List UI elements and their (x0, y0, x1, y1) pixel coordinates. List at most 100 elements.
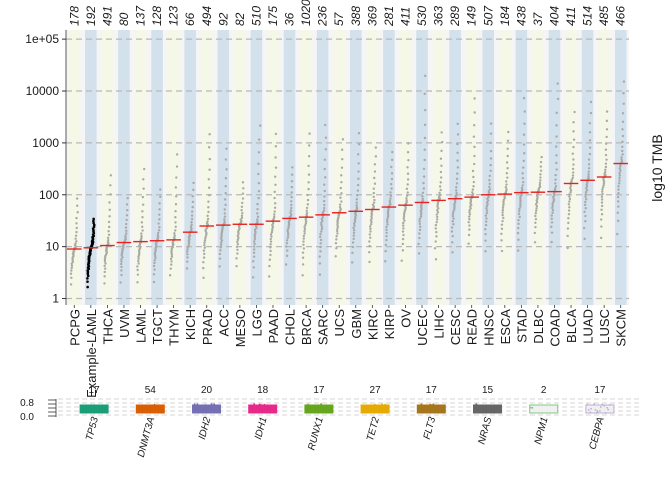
tmb-dot (368, 260, 371, 264)
tmb-dot (534, 221, 537, 224)
tmb-dot (235, 245, 239, 249)
tmb-dot (601, 188, 604, 191)
tmb-dot (386, 213, 390, 216)
tmb-dot (352, 234, 356, 237)
tmb-dot (290, 195, 293, 199)
tmb-dot (324, 148, 328, 151)
gene-label: RUNX1 (306, 416, 325, 452)
tmb-dot (468, 228, 471, 231)
tmb-dot (254, 230, 257, 233)
tmb-dot (324, 136, 328, 139)
gene-point (208, 410, 211, 413)
tmb-dot (588, 152, 592, 156)
tmb-dot (484, 239, 487, 242)
gene-point (89, 406, 91, 409)
tmb-dot (439, 176, 443, 179)
tmb-dot (604, 148, 608, 151)
tmb-dot (174, 195, 178, 198)
tmb-dot (602, 182, 606, 185)
cohort-label: COAD (547, 309, 562, 347)
tmb-dot (436, 205, 439, 208)
sample-size-label: 281 (382, 6, 396, 27)
cohort-label: DLBC (531, 309, 546, 344)
tmb-dot (406, 191, 409, 194)
tmb-dot (506, 154, 509, 158)
tmb-dot (602, 178, 605, 181)
gene-point (204, 409, 207, 412)
tmb-dot (390, 172, 394, 175)
tmb-dot (126, 196, 129, 200)
tmb-dot (507, 130, 510, 134)
cohort-label: UCEC (415, 309, 430, 346)
tmb-dot (555, 161, 558, 165)
gene-point (475, 403, 478, 406)
tmb-dot (453, 206, 456, 209)
tmb-dot (402, 224, 405, 227)
tmb-dot (501, 219, 504, 223)
tmb-dot (153, 252, 157, 256)
tmb-dot (517, 212, 521, 216)
tmb-dot (372, 191, 376, 195)
tmb-dot (484, 214, 488, 217)
tmb-dot (621, 134, 625, 138)
tmb-dot (539, 165, 543, 168)
tmb-dot (601, 192, 604, 196)
tmb-dot (350, 261, 354, 264)
tmb-dot (273, 215, 276, 219)
gene-point (99, 411, 102, 414)
tmb-dot (186, 253, 189, 256)
gene-label: FLT3 (422, 416, 439, 441)
tmb-dot (435, 213, 439, 216)
tmb-dot (339, 207, 342, 211)
gene-point (477, 411, 480, 414)
tmb-dot (556, 97, 560, 101)
tmb-dot (605, 128, 609, 131)
cohort-band (151, 30, 163, 305)
gene-point (436, 406, 438, 409)
tmb-dot (554, 178, 557, 181)
tmb-dot (539, 160, 543, 164)
tmb-dot (253, 248, 256, 251)
sample-size-label: 466 (614, 6, 628, 26)
tmb-dot (357, 170, 360, 173)
tmb-dot (154, 256, 157, 260)
tmb-dot (451, 251, 454, 254)
tmb-dot (269, 243, 272, 246)
tmb-dot (225, 147, 228, 150)
tmb-dot (522, 166, 525, 169)
tmb-dot (401, 230, 405, 233)
tmb-dot (584, 200, 587, 204)
tmb-dot (218, 265, 221, 268)
tmb-dot (290, 173, 294, 176)
tmb-dot (190, 214, 194, 217)
y-tick-label: 1e+05 (25, 32, 59, 46)
tmb-dot (253, 237, 257, 241)
tmb-dot (618, 171, 621, 175)
tmb-dot (223, 208, 226, 211)
cohort-band (499, 30, 511, 305)
tmb-dot (92, 217, 95, 221)
cohort-label: UVM (117, 309, 132, 338)
gene-point (147, 404, 150, 407)
gene-point (439, 406, 442, 409)
tmb-dot (141, 210, 144, 213)
cohort-band (598, 30, 610, 305)
sample-size-label: 438 (514, 6, 528, 26)
cohort-band (267, 30, 279, 305)
tmb-dot (438, 185, 442, 188)
gene-point (157, 405, 159, 407)
tmb-dot (422, 181, 425, 185)
tmb-dot (252, 245, 256, 248)
sample-size-label: 510 (249, 6, 263, 26)
tmb-dot (516, 249, 520, 252)
tmb-dot (224, 203, 227, 207)
cohort-band (101, 30, 114, 305)
tmb-dot (389, 191, 392, 194)
gene-box (473, 404, 502, 414)
tmb-dot (142, 187, 145, 190)
tmb-dot (224, 158, 228, 161)
tmb-dot (517, 210, 521, 213)
tmb-dot (273, 206, 277, 210)
tmb-dot (567, 203, 571, 206)
